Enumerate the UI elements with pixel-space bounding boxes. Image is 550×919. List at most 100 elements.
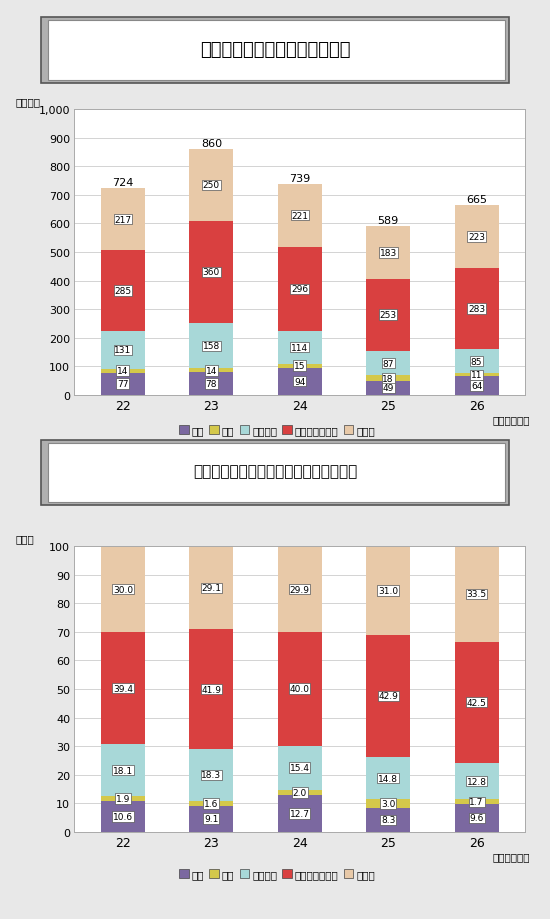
Text: 8.3: 8.3 [381,815,395,824]
Bar [189,373,233,395]
Bar [189,324,233,369]
Text: 12.8: 12.8 [466,777,487,786]
Bar [454,763,499,800]
Text: 申告漏れ相続財産の金額の推移: 申告漏れ相続財産の金額の推移 [200,40,350,59]
Text: 1.9: 1.9 [116,794,130,803]
Text: 360: 360 [203,268,220,278]
Bar [278,632,322,746]
Text: （％）: （％） [15,534,34,544]
Bar [189,630,233,749]
Bar [101,796,145,801]
Bar [189,806,233,832]
Text: 33.5: 33.5 [466,590,487,599]
Text: 85: 85 [471,357,482,366]
Text: 12.7: 12.7 [290,809,310,818]
Bar [101,369,145,373]
Text: 41.9: 41.9 [201,685,221,694]
Bar [189,749,233,801]
Text: （事務年度）: （事務年度） [492,852,530,862]
Bar [278,796,322,832]
Bar [189,801,233,806]
Text: 183: 183 [379,249,397,257]
Text: 30.0: 30.0 [113,585,133,594]
Bar [278,247,322,332]
Bar [101,332,145,369]
Bar [278,547,322,632]
Text: 1.7: 1.7 [470,798,484,806]
Text: 14: 14 [206,367,217,376]
Bar [366,800,410,808]
Text: 1.6: 1.6 [204,799,218,808]
Text: 15: 15 [294,362,305,370]
Bar [101,801,145,832]
Bar [101,373,145,395]
Text: 42.5: 42.5 [467,698,487,707]
Bar [454,642,499,763]
Text: 283: 283 [468,305,485,313]
Bar [101,189,145,251]
Bar [278,369,322,395]
Text: 250: 250 [203,181,220,190]
Text: 9.6: 9.6 [470,813,484,823]
Text: 40.0: 40.0 [290,685,310,694]
Text: 860: 860 [201,140,222,149]
Legend: 土地, 家屋, 有価証券, 現金・預豌金等, その他: 土地, 家屋, 有価証券, 現金・預豌金等, その他 [175,865,380,883]
Bar [278,746,322,789]
Text: 131: 131 [114,346,131,355]
Text: 589: 589 [377,216,399,226]
Text: 221: 221 [292,211,308,221]
Text: 18.1: 18.1 [113,766,133,775]
Bar [366,808,410,832]
Text: 2.0: 2.0 [293,789,307,797]
Bar [278,364,322,369]
Text: 158: 158 [203,342,220,351]
Text: 296: 296 [291,285,309,294]
Text: 14: 14 [117,367,129,376]
Bar [278,789,322,796]
Text: 18.3: 18.3 [201,771,222,779]
Text: 739: 739 [289,174,310,184]
Text: 42.9: 42.9 [378,692,398,700]
Text: 49: 49 [382,384,394,392]
Text: 217: 217 [114,215,131,224]
Bar [101,251,145,332]
Bar [454,377,499,395]
Text: 39.4: 39.4 [113,684,133,693]
Bar [454,804,499,832]
Text: 665: 665 [466,195,487,205]
FancyBboxPatch shape [41,18,509,84]
FancyBboxPatch shape [48,21,505,81]
Bar [366,635,410,757]
Text: （事務年度）: （事務年度） [492,415,530,425]
Bar [189,369,233,373]
Bar [278,332,322,364]
Text: 285: 285 [114,287,131,296]
Bar [189,547,233,630]
Text: 78: 78 [206,380,217,389]
Bar [366,757,410,800]
Text: （億円）: （億円） [15,97,41,108]
Text: 114: 114 [291,344,309,352]
Bar [454,349,499,374]
Text: 14.8: 14.8 [378,774,398,783]
Text: 77: 77 [117,380,129,389]
Text: 9.1: 9.1 [204,814,218,823]
Text: 29.1: 29.1 [201,584,221,593]
Bar [366,351,410,376]
Text: 3.0: 3.0 [381,800,395,809]
Bar [366,279,410,351]
Bar [101,632,145,744]
Text: 29.9: 29.9 [290,584,310,594]
Bar [366,381,410,395]
Bar [366,547,410,635]
Text: 724: 724 [112,178,134,188]
Text: 15.4: 15.4 [290,764,310,772]
Bar [454,269,499,349]
Bar [454,374,499,377]
Text: 87: 87 [382,359,394,369]
Text: 10.6: 10.6 [113,812,133,821]
FancyBboxPatch shape [48,443,505,503]
Text: 94: 94 [294,378,305,386]
Bar [454,206,499,269]
Bar [101,744,145,796]
